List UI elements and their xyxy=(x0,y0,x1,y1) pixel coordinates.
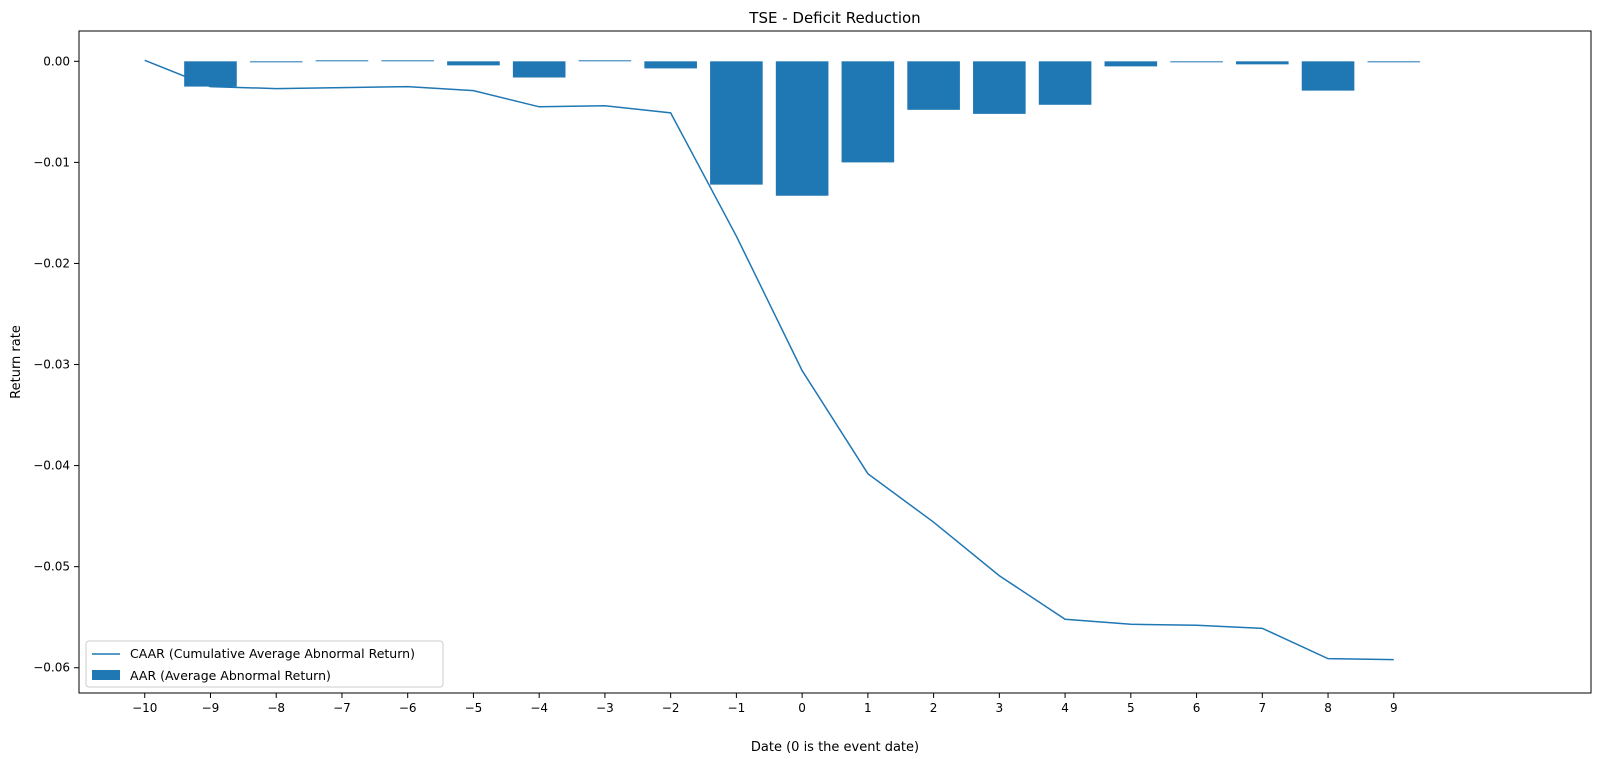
x-tick-label: −9 xyxy=(202,701,220,715)
x-tick-label: 4 xyxy=(1061,701,1069,715)
y-tick-label: 0.00 xyxy=(43,54,70,68)
x-axis-title: Date (0 is the event date) xyxy=(751,740,919,755)
aar-bar xyxy=(841,61,895,163)
aar-bar xyxy=(447,61,500,66)
y-tick-label: −0.01 xyxy=(33,155,70,169)
legend: CAAR (Cumulative Average Abnormal Return… xyxy=(85,640,444,688)
aar-bar xyxy=(381,60,434,62)
aar-bar xyxy=(1038,61,1092,105)
y-tick-label: −0.02 xyxy=(33,256,70,270)
x-tick-label: −2 xyxy=(662,701,680,715)
x-tick-label: 1 xyxy=(864,701,872,715)
x-tick-label: 0 xyxy=(798,701,806,715)
y-axis-title: Return rate xyxy=(9,325,24,399)
x-tick-label: 5 xyxy=(1127,701,1135,715)
aar-bar xyxy=(644,61,697,69)
aar-bar xyxy=(1104,61,1158,67)
x-tick-label: 8 xyxy=(1324,701,1332,715)
y-tick-label: −0.04 xyxy=(33,459,70,473)
x-tick-label: −1 xyxy=(728,701,746,715)
aar-bar xyxy=(1236,61,1289,65)
x-tick-label: −5 xyxy=(465,701,483,715)
x-tick-label: 3 xyxy=(996,701,1004,715)
caar-line-layer xyxy=(144,59,1394,661)
plot-frame xyxy=(78,30,1592,694)
x-tick-label: −6 xyxy=(399,701,417,715)
x-axis: −10 −9 −8 −7 −6 −5 −4 −3 −2 −1 0 1 2 3 4 5 6 7 8 9 xyxy=(132,693,1398,715)
x-tick-label: 2 xyxy=(930,701,938,715)
aar-bar xyxy=(1367,61,1421,63)
x-tick-label: −10 xyxy=(132,701,157,715)
x-tick-label: 9 xyxy=(1390,701,1398,715)
caar-line xyxy=(144,59,1394,661)
aar-bar xyxy=(249,61,303,63)
aar-bar xyxy=(710,61,763,185)
y-axis: 0.00 −0.01 −0.02 −0.03 −0.04 −0.05 −0.06 xyxy=(33,54,79,675)
legend-box xyxy=(85,640,444,688)
aar-bar xyxy=(578,60,632,62)
x-tick-label: 6 xyxy=(1193,701,1201,715)
aar-bar xyxy=(907,61,960,110)
aar-bar xyxy=(512,61,566,78)
y-tick-label: −0.06 xyxy=(33,661,70,675)
aar-bar xyxy=(1301,61,1355,91)
aar-bar xyxy=(1170,61,1223,63)
aar-bar xyxy=(973,61,1026,114)
x-tick-label: −3 xyxy=(596,701,614,715)
chart-title: TSE - Deficit Reduction xyxy=(748,9,920,27)
aar-bar xyxy=(775,61,829,196)
aar-bar xyxy=(184,61,237,87)
legend-label-caar: CAAR (Cumulative Average Abnormal Return… xyxy=(130,646,415,661)
aar-bar xyxy=(315,60,369,62)
aar-bars xyxy=(184,60,1421,196)
legend-label-aar: AAR (Average Abnormal Return) xyxy=(130,668,331,683)
x-tick-label: −8 xyxy=(267,701,285,715)
x-tick-label: 7 xyxy=(1258,701,1266,715)
y-tick-label: −0.03 xyxy=(33,358,70,372)
x-tick-label: −4 xyxy=(530,701,548,715)
y-tick-label: −0.05 xyxy=(33,560,70,574)
x-tick-label: −7 xyxy=(333,701,351,715)
legend-bar-swatch xyxy=(92,670,120,680)
plot-area xyxy=(78,30,1592,694)
